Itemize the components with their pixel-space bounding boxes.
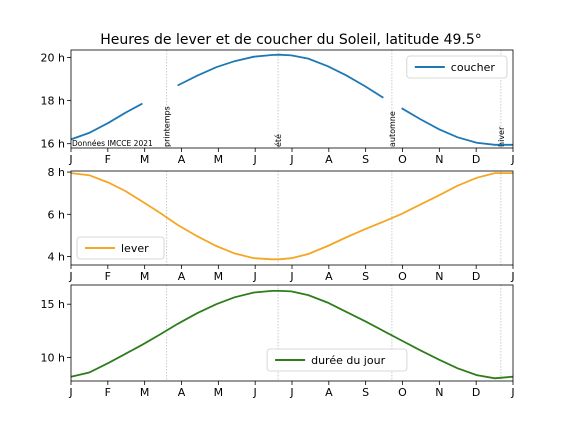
x-tick-label: J — [253, 153, 257, 166]
x-tick-label: J — [510, 153, 514, 166]
y-tick-label: 16 h — [41, 138, 65, 151]
x-tick-label: M — [214, 270, 224, 283]
x-tick-label: S — [362, 270, 369, 283]
x-tick-label: N — [435, 270, 443, 283]
series-line-duree — [70, 290, 514, 380]
y-tick-label: 20 h — [41, 52, 65, 65]
series-line-coucher — [70, 102, 143, 141]
x-tick-label: F — [105, 270, 111, 283]
x-tick-label: D — [472, 153, 480, 166]
series-line-coucher — [401, 107, 513, 146]
x-tick-label: J — [68, 270, 72, 283]
x-tick-label: J — [510, 270, 514, 283]
x-tick-label: A — [325, 270, 333, 283]
x-tick-label: A — [178, 153, 186, 166]
legend-label: durée du jour — [311, 354, 385, 367]
legend-label: coucher — [451, 61, 496, 74]
legend-box — [76, 236, 165, 260]
legend-duree: durée du jour — [266, 348, 408, 372]
x-tick-label: A — [178, 270, 186, 283]
x-tick-label: O — [398, 270, 407, 283]
x-tick-label: J — [289, 153, 293, 166]
series-line-lever — [70, 172, 513, 261]
x-tick-label: M — [214, 386, 224, 399]
x-tick-label: J — [510, 386, 514, 399]
x-tick-label: F — [105, 386, 111, 399]
x-tick-label: D — [472, 270, 480, 283]
season-label: automne — [388, 111, 397, 147]
x-tick-label: J — [253, 270, 257, 283]
y-tick-label: 18 h — [41, 95, 65, 108]
legend-box — [266, 348, 408, 372]
x-tick-label: N — [435, 386, 443, 399]
series-line-coucher — [177, 53, 384, 99]
y-tick-label: 8 h — [48, 166, 65, 179]
x-tick-label: M — [214, 153, 224, 166]
x-tick-label: F — [105, 153, 111, 166]
x-tick-label: O — [398, 153, 407, 166]
x-tick-label: M — [140, 270, 150, 283]
chart-title: Heures de lever et de coucher du Soleil,… — [100, 32, 482, 48]
season-label: été — [273, 134, 283, 147]
legend-lever: lever — [76, 236, 165, 260]
x-tick-label: N — [435, 153, 443, 166]
y-tick-label: 6 h — [48, 208, 65, 221]
x-tick-label: J — [289, 386, 293, 399]
x-tick-label: S — [362, 153, 369, 166]
x-tick-label: O — [398, 386, 407, 399]
legend-box — [406, 55, 508, 79]
x-tick-label: M — [140, 153, 150, 166]
y-tick-label: 4 h — [48, 251, 65, 264]
x-tick-label: D — [472, 386, 480, 399]
season-label: printemps — [163, 106, 172, 147]
x-tick-label: A — [325, 153, 333, 166]
x-tick-label: J — [68, 386, 72, 399]
panel-coucher: printemps été automne hiver 16 h 18 h 20 h J F M A… — [41, 49, 515, 166]
x-tick-label: S — [362, 386, 369, 399]
x-tick-label: J — [253, 386, 257, 399]
legend-coucher: coucher — [406, 55, 508, 79]
x-tick-label: A — [178, 386, 186, 399]
season-label: hiver — [497, 126, 506, 147]
x-tick-label: A — [325, 386, 333, 399]
y-tick-label: 10 h — [41, 352, 65, 365]
x-tick-label: J — [289, 270, 293, 283]
x-tick-label: M — [140, 386, 150, 399]
source-note: Données IMCCE 2021 — [72, 139, 153, 148]
legend-label: lever — [121, 242, 149, 255]
y-tick-label: 15 h — [41, 298, 65, 311]
x-tick-label: J — [68, 153, 72, 166]
